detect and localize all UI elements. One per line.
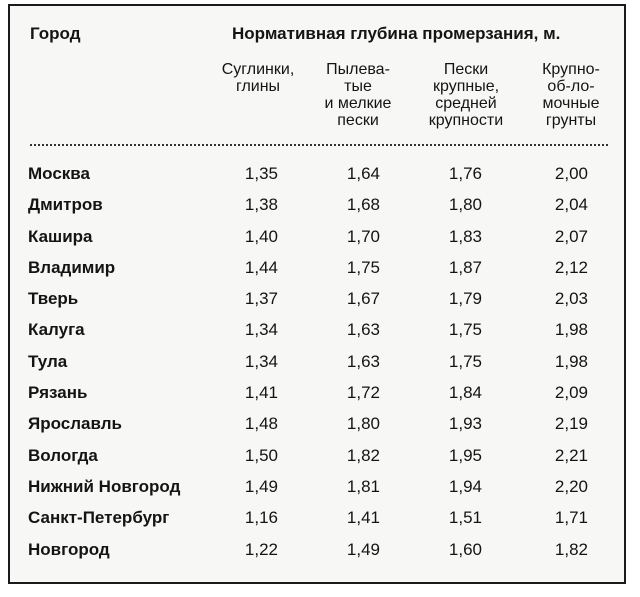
loam-clay-depth: 1,41 xyxy=(244,383,278,403)
loam-clay-depth: 1,48 xyxy=(244,414,278,434)
silty-fine-sand-depth: 1,63 xyxy=(346,320,380,340)
coarse-medium-sand-depth: 1,76 xyxy=(448,164,482,183)
silty-fine-sand-depth: 1,41 xyxy=(346,508,380,528)
loam-clay-depth: 1,22 xyxy=(244,539,278,559)
city-name: Ярославль xyxy=(28,414,122,434)
table-row: Вологда 1,50 1,82 1,95 2,21 xyxy=(10,446,624,477)
table-row: Владимир 1,44 1,75 1,87 2,12 xyxy=(10,258,624,289)
city-name: Вологда xyxy=(28,445,98,465)
coarse-clastic-soil-depth: 1,82 xyxy=(554,539,588,559)
loam-clay-depth: 1,44 xyxy=(244,257,278,277)
silty-fine-sand-depth: 1,82 xyxy=(346,445,380,465)
coarse-medium-sand-depth: 1,95 xyxy=(448,445,482,465)
coarse-medium-sand-depth: 1,51 xyxy=(448,508,482,528)
city-name: Дмитров xyxy=(28,195,103,215)
coarse-clastic-soil-depth: 1,71 xyxy=(554,508,588,528)
loam-clay-depth: 1,37 xyxy=(244,289,278,309)
coarse-medium-sand-depth: 1,93 xyxy=(448,414,482,434)
city-column-header: Город xyxy=(30,24,81,43)
city-name: Новгород xyxy=(28,539,110,559)
coarse-clastic-soil-depth: 2,21 xyxy=(554,445,588,465)
loam-clay-depth: 1,50 xyxy=(244,445,278,465)
silty-fine-sand-depth: 1,49 xyxy=(346,539,380,559)
coarse-medium-sand-depth: 1,79 xyxy=(448,289,482,309)
table-row: Тверь 1,37 1,67 1,79 2,03 xyxy=(10,289,624,320)
coarse-medium-sand-depth: 1,80 xyxy=(448,195,482,215)
city-name: Тверь xyxy=(28,289,79,309)
silty-fine-sand-depth: 1,80 xyxy=(346,414,380,434)
city-name: Владимир xyxy=(28,257,116,277)
coarse-clastic-soil-depth: 2,03 xyxy=(554,289,588,309)
silty-fine-sand-depth: 1,68 xyxy=(346,195,380,215)
silty-fine-sand-depth: 1,63 xyxy=(346,351,380,371)
table-body: Москва 1,35 1,64 1,76 2,00 Дмитров 1,38 1,68 1,8… xyxy=(10,164,624,571)
coarse-clastic-soil-depth: 2,12 xyxy=(554,257,588,277)
loam-clay-depth: 1,38 xyxy=(244,195,278,215)
city-name: Кашира xyxy=(28,226,93,246)
silty-fine-sand-depth: 1,72 xyxy=(346,383,380,403)
loam-clay-depth: 1,35 xyxy=(244,164,278,183)
column-header-coarse-clastic-soil: Крупно- об-ло- мочные грунты xyxy=(542,61,600,129)
city-name: Рязань xyxy=(28,383,88,403)
table-row: Тула 1,34 1,63 1,75 1,98 xyxy=(10,352,624,383)
table-row: Нижний Новгород 1,49 1,81 1,94 2,20 xyxy=(10,477,624,508)
coarse-clastic-soil-depth: 1,98 xyxy=(554,320,588,340)
coarse-clastic-soil-depth: 1,98 xyxy=(554,351,588,371)
silty-fine-sand-depth: 1,70 xyxy=(346,226,380,246)
coarse-clastic-soil-depth: 2,00 xyxy=(554,164,588,183)
coarse-clastic-soil-depth: 2,20 xyxy=(554,476,588,496)
coarse-medium-sand-depth: 1,60 xyxy=(448,539,482,559)
loam-clay-depth: 1,49 xyxy=(244,476,278,496)
coarse-medium-sand-depth: 1,87 xyxy=(448,257,482,277)
coarse-medium-sand-depth: 1,84 xyxy=(448,383,482,403)
column-header-silty-fine-sand: Пылева- тые и мелкие пески xyxy=(324,61,392,129)
coarse-clastic-soil-depth: 2,04 xyxy=(554,195,588,215)
table-row: Ярославль 1,48 1,80 1,93 2,19 xyxy=(10,414,624,445)
silty-fine-sand-depth: 1,75 xyxy=(346,257,380,277)
coarse-medium-sand-depth: 1,94 xyxy=(448,476,482,496)
table-row: Кашира 1,40 1,70 1,83 2,07 xyxy=(10,227,624,258)
loam-clay-depth: 1,16 xyxy=(244,508,278,528)
table-row: Дмитров 1,38 1,68 1,80 2,04 xyxy=(10,195,624,226)
coarse-medium-sand-depth: 1,75 xyxy=(448,351,482,371)
coarse-medium-sand-depth: 1,83 xyxy=(448,226,482,246)
loam-clay-depth: 1,34 xyxy=(244,320,278,340)
coarse-clastic-soil-depth: 2,09 xyxy=(554,383,588,403)
city-name: Калуга xyxy=(28,320,85,340)
table-row: Рязань 1,41 1,72 1,84 2,09 xyxy=(10,383,624,414)
column-header-coarse-medium-sand: Пески крупные, средней крупности xyxy=(428,61,504,129)
loam-clay-depth: 1,40 xyxy=(244,226,278,246)
table-row: Москва 1,35 1,64 1,76 2,00 xyxy=(10,164,624,195)
coarse-clastic-soil-depth: 2,19 xyxy=(554,414,588,434)
loam-clay-depth: 1,34 xyxy=(244,351,278,371)
silty-fine-sand-depth: 1,64 xyxy=(346,164,380,183)
column-header-loam-clay: Суглинки, глины xyxy=(221,61,295,95)
silty-fine-sand-depth: 1,67 xyxy=(346,289,380,309)
table-row: Новгород 1,22 1,49 1,60 1,82 xyxy=(10,540,624,571)
silty-fine-sand-depth: 1,81 xyxy=(346,476,380,496)
city-name: Нижний Новгород xyxy=(28,476,181,496)
coarse-medium-sand-depth: 1,75 xyxy=(448,320,482,340)
freezing-depth-group-header: Нормативная глубина промерзания, м. xyxy=(232,24,561,43)
table-frame: Город Нормативная глубина промерзания, м… xyxy=(8,4,626,584)
city-name: Санкт-Петербург xyxy=(28,508,170,528)
table-row: Калуга 1,34 1,63 1,75 1,98 xyxy=(10,320,624,351)
table-row: Санкт-Петербург 1,16 1,41 1,51 1,71 xyxy=(10,508,624,539)
city-name: Тула xyxy=(28,351,68,371)
header-divider xyxy=(30,144,608,146)
coarse-clastic-soil-depth: 2,07 xyxy=(554,226,588,246)
city-name: Москва xyxy=(28,164,90,183)
